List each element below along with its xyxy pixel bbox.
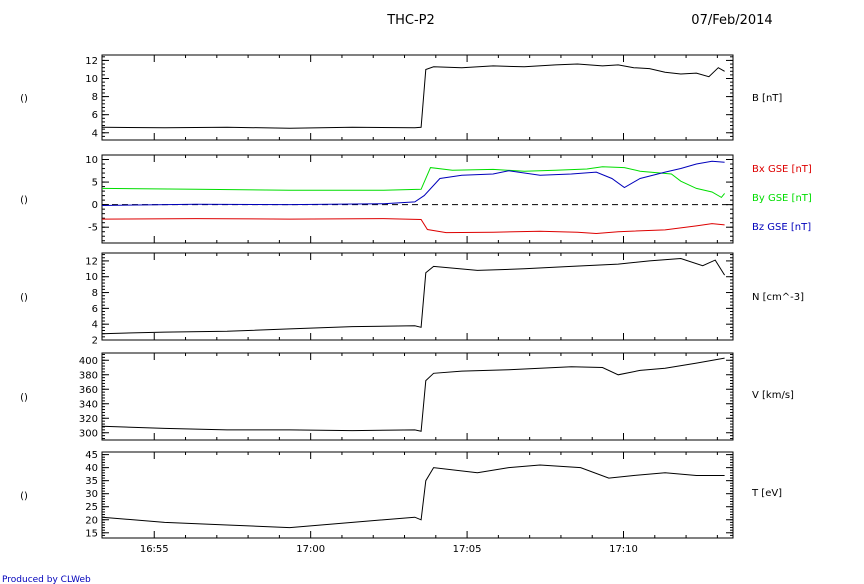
- y-tick-label: 400: [79, 356, 98, 367]
- credit-text: Produced by CLWeb: [2, 575, 91, 584]
- panel-frame: [101, 252, 734, 341]
- y-tick-label: 360: [79, 385, 98, 396]
- series-label: B [nT]: [752, 93, 782, 104]
- y-tick-label: 10: [85, 74, 98, 85]
- x-tick-label: 17:10: [609, 544, 638, 555]
- y-tick-label: 40: [85, 463, 98, 474]
- y-tick-label: 8: [92, 288, 98, 299]
- panel-frame: [101, 352, 734, 441]
- y-tick-label: 320: [79, 414, 98, 425]
- y-tick-label: 340: [79, 399, 98, 410]
- series-label: N [cm^-3]: [752, 292, 804, 303]
- x-tick-label: 16:55: [140, 544, 169, 555]
- y-tick-label: 0: [92, 200, 98, 211]
- y-tick-label: 4: [92, 320, 98, 331]
- y-tick-label: 30: [85, 489, 98, 500]
- panel-frame: [101, 451, 734, 539]
- panel-temperature: 15 20 25 30 35 40 45 () T [eV]: [20, 450, 782, 539]
- y-tick-label: 300: [79, 428, 98, 439]
- y-tick-label: 5: [92, 178, 98, 189]
- y-tick-label: 35: [85, 476, 98, 487]
- series-line: [101, 160, 725, 206]
- x-tick-label: 17:05: [453, 544, 482, 555]
- y-tick-label: 6: [92, 110, 98, 121]
- spacecraft-title: THC-P2: [386, 13, 435, 28]
- series-label: Bz GSE [nT]: [752, 222, 811, 233]
- series-label: Bx GSE [nT]: [752, 164, 812, 175]
- series-label: V [km/s]: [752, 390, 794, 401]
- y-axis-label: (): [20, 195, 28, 206]
- y-tick-label: 4: [92, 128, 98, 139]
- y-tick-label: 45: [85, 450, 98, 461]
- y-tick-label: 10: [85, 272, 98, 283]
- series-label: By GSE [nT]: [752, 193, 812, 204]
- y-tick-label: 6: [92, 304, 98, 315]
- series-line: [101, 166, 725, 199]
- y-tick-label: -5: [88, 223, 98, 234]
- series-line: [101, 63, 725, 129]
- date-title: 07/Feb/2014: [691, 13, 772, 28]
- panel-frame: [101, 54, 734, 141]
- panel-velocity: 300 320 340 360 380 400 () V [km/s]: [20, 352, 794, 441]
- y-tick-label: 20: [85, 515, 98, 526]
- y-tick-label: 12: [85, 56, 98, 67]
- y-tick-label: 12: [85, 256, 98, 267]
- series-line: [101, 257, 726, 335]
- panel-magnetic-field-components: -5 0 5 10 () Bx GSE [nT] By GSE [nT] Bz GSE [nT…: [20, 154, 812, 244]
- y-tick-label: 8: [92, 92, 98, 103]
- panel-magnetic-field: 4 6 8 10 12 () B [nT]: [20, 54, 782, 141]
- series-line: [101, 218, 725, 235]
- panel-frame: [101, 154, 734, 244]
- y-axis-label: (): [20, 393, 28, 404]
- x-tick-label: 17:00: [296, 544, 325, 555]
- y-tick-label: 25: [85, 502, 98, 513]
- y-tick-label: 10: [85, 155, 98, 166]
- y-axis-label: (): [20, 491, 28, 502]
- y-tick-label: 380: [79, 370, 98, 381]
- y-tick-label: 15: [85, 528, 98, 539]
- series-line: [101, 464, 725, 529]
- series-label: T [eV]: [751, 488, 782, 499]
- panel-density: 2 4 6 8 10 12 () N [cm^-3]: [20, 252, 804, 347]
- y-axis-label: (): [20, 293, 28, 304]
- time-axis: 16:55 17:00 17:05 17:10: [140, 544, 638, 555]
- y-axis-label: (): [20, 94, 28, 105]
- series-line: [101, 357, 725, 432]
- y-tick-label: 2: [92, 336, 98, 347]
